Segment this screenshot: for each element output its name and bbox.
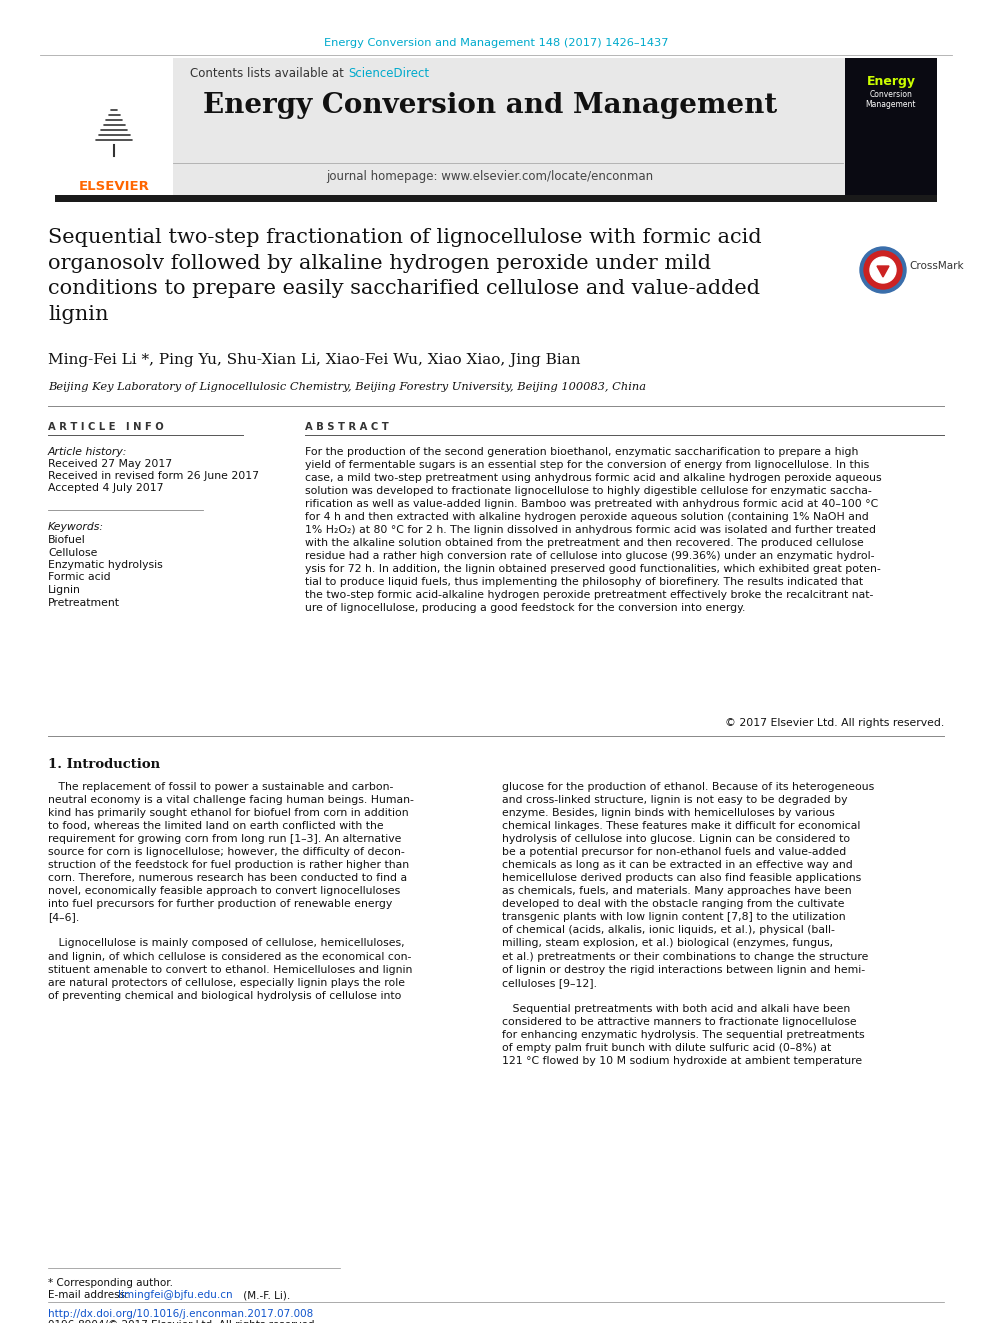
Text: limingfei@bjfu.edu.cn: limingfei@bjfu.edu.cn	[118, 1290, 233, 1301]
Text: Energy Conversion and Management: Energy Conversion and Management	[203, 93, 777, 119]
Bar	[55, 194, 937, 202]
Text: Energy: Energy	[866, 75, 916, 89]
Bar	[55, 58, 173, 198]
Text: For the production of the second generation bioethanol, enzymatic saccharificati: For the production of the second generat…	[305, 447, 882, 614]
Text: 0196-8904/© 2017 Elsevier Ltd. All rights reserved.: 0196-8904/© 2017 Elsevier Ltd. All right…	[48, 1320, 317, 1323]
Text: A B S T R A C T: A B S T R A C T	[305, 422, 389, 433]
Text: Keywords:: Keywords:	[48, 523, 104, 532]
Text: (M.-F. Li).: (M.-F. Li).	[240, 1290, 291, 1301]
Text: The replacement of fossil to power a sustainable and carbon-
neutral economy is : The replacement of fossil to power a sus…	[48, 782, 414, 1000]
Text: ScienceDirect: ScienceDirect	[348, 67, 430, 79]
Text: 1. Introduction: 1. Introduction	[48, 758, 160, 771]
Text: http://dx.doi.org/10.1016/j.enconman.2017.07.008: http://dx.doi.org/10.1016/j.enconman.201…	[48, 1308, 313, 1319]
Text: glucose for the production of ethanol. Because of its heterogeneous
and cross-li: glucose for the production of ethanol. B…	[502, 782, 874, 1066]
Text: Pretreatment: Pretreatment	[48, 598, 120, 607]
Text: Accepted 4 July 2017: Accepted 4 July 2017	[48, 483, 164, 493]
Text: Formic acid: Formic acid	[48, 573, 111, 582]
Text: © 2017 Elsevier Ltd. All rights reserved.: © 2017 Elsevier Ltd. All rights reserved…	[725, 718, 944, 728]
Text: Energy Conversion and Management 148 (2017) 1426–1437: Energy Conversion and Management 148 (20…	[323, 38, 669, 48]
Text: journal homepage: www.elsevier.com/locate/enconman: journal homepage: www.elsevier.com/locat…	[326, 169, 654, 183]
Text: Biofuel: Biofuel	[48, 534, 85, 545]
Text: Lignin: Lignin	[48, 585, 81, 595]
Text: Article history:: Article history:	[48, 447, 127, 456]
Text: Received in revised form 26 June 2017: Received in revised form 26 June 2017	[48, 471, 259, 482]
Bar	[845, 58, 937, 198]
Polygon shape	[877, 266, 889, 277]
Text: Sequential two-step fractionation of lignocellulose with formic acid
organosolv : Sequential two-step fractionation of lig…	[48, 228, 762, 324]
Bar	[55, 58, 937, 198]
Text: Received 27 May 2017: Received 27 May 2017	[48, 459, 173, 468]
Circle shape	[864, 251, 902, 288]
Text: Conversion: Conversion	[870, 90, 913, 99]
Text: Enzymatic hydrolysis: Enzymatic hydrolysis	[48, 560, 163, 570]
Text: E-mail address:: E-mail address:	[48, 1290, 132, 1301]
Text: Cellulose: Cellulose	[48, 548, 97, 557]
Text: Management: Management	[866, 101, 917, 108]
Text: Contents lists available at: Contents lists available at	[190, 67, 348, 79]
Text: A R T I C L E   I N F O: A R T I C L E I N F O	[48, 422, 164, 433]
Text: Beijing Key Laboratory of Lignocellulosic Chemistry, Beijing Forestry University: Beijing Key Laboratory of Lignocellulosi…	[48, 382, 646, 392]
Text: * Corresponding author.: * Corresponding author.	[48, 1278, 173, 1289]
Text: CrossMark: CrossMark	[909, 261, 963, 271]
Text: Ming-Fei Li *, Ping Yu, Shu-Xian Li, Xiao-Fei Wu, Xiao Xiao, Jing Bian: Ming-Fei Li *, Ping Yu, Shu-Xian Li, Xia…	[48, 353, 580, 366]
Text: ELSEVIER: ELSEVIER	[78, 180, 150, 193]
Circle shape	[870, 257, 896, 283]
Circle shape	[860, 247, 906, 292]
